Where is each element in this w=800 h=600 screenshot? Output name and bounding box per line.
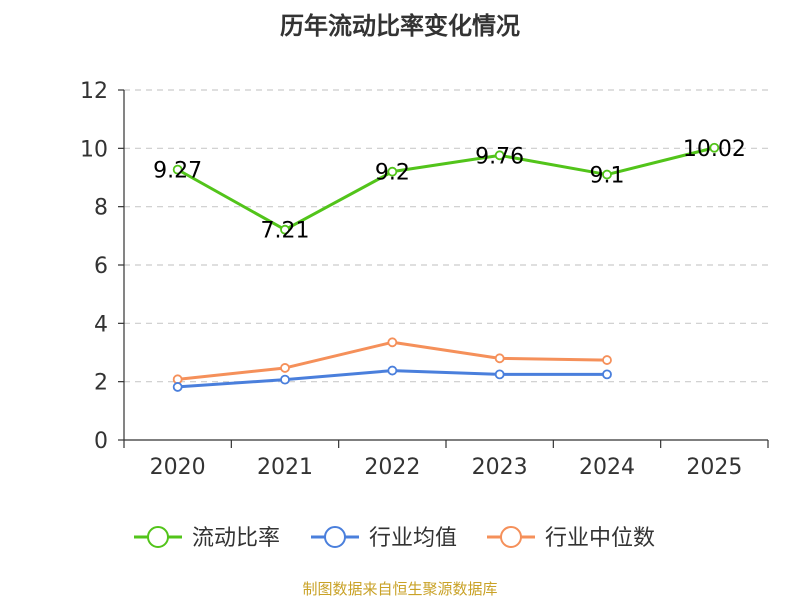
axes: 0 2 4 6 8 10 12 2020 2021 2022 2023 2024 2025 (80, 79, 769, 480)
data-label: 9.76 (475, 144, 524, 169)
series-lines (172, 142, 720, 392)
y-tick-label: 8 (94, 196, 108, 221)
data-point (602, 169, 612, 180)
data-point (280, 363, 290, 373)
y-tick-label: 0 (94, 429, 108, 454)
x-tick-label: 2023 (472, 455, 528, 480)
data-point (280, 224, 290, 235)
data-label: 9.27 (153, 159, 202, 184)
data-point (494, 150, 505, 161)
legend-label: 流动比率 (192, 526, 280, 551)
data-point (172, 382, 183, 392)
legend-swatch-marker (500, 526, 522, 548)
series-line-0 (176, 146, 715, 232)
x-tick-label: 2024 (579, 455, 635, 480)
data-point (172, 164, 183, 175)
x-tick-label: 2022 (364, 455, 420, 480)
data-label: 7.21 (261, 219, 310, 244)
legend-label: 行业中位数 (545, 526, 655, 551)
y-tick-label: 10 (80, 137, 108, 162)
x-tick-label: 2021 (257, 455, 313, 480)
data-point (709, 142, 720, 153)
chart-title: 历年流动比率变化情况 (280, 12, 520, 40)
grid-lines (124, 89, 768, 383)
data-point (387, 337, 398, 348)
data-point (494, 369, 505, 380)
legend-swatch-marker (147, 526, 169, 548)
data-point (494, 353, 505, 364)
data-label: 10.02 (683, 137, 746, 162)
legend[interactable]: 流动比率 行业均值 行业中位数 (134, 526, 655, 551)
data-point (602, 355, 612, 365)
data-point (602, 369, 612, 380)
data-point (387, 166, 398, 177)
y-tick-label: 2 (94, 371, 108, 396)
data-labels: 9.27 7.21 9.2 9.76 9.1 10.02 (153, 137, 746, 244)
legend-label: 行业均值 (369, 526, 457, 551)
data-label: 9.1 (590, 164, 625, 189)
data-label: 9.2 (375, 161, 410, 186)
y-tick-label: 6 (94, 254, 108, 279)
data-point (387, 365, 398, 376)
data-point (280, 374, 290, 385)
x-tick-label: 2020 (150, 455, 206, 480)
y-tick-label: 12 (80, 79, 108, 104)
x-tick-label: 2025 (686, 455, 742, 480)
y-tick-label: 4 (94, 312, 108, 337)
legend-swatch-marker (324, 526, 346, 548)
source-note: 制图数据来自恒生聚源数据库 (302, 580, 498, 598)
